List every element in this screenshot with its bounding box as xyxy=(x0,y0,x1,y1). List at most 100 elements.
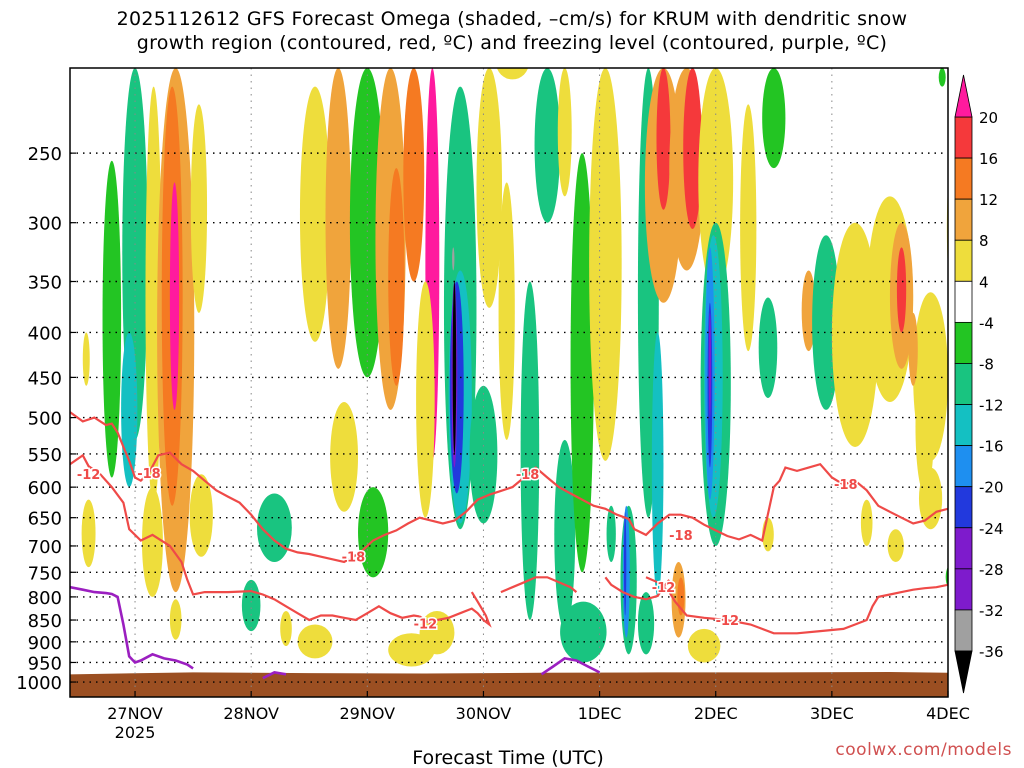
y-tick-label: 1000 xyxy=(16,673,62,694)
omega-cell xyxy=(589,68,622,461)
omega-cell xyxy=(683,68,702,230)
omega-cell xyxy=(708,312,712,418)
colorbar: 20 16 12 8 4 -4 -8 -12 -16 -20 -24 -28 -32 -36 xyxy=(954,74,1004,694)
x-tick-label: 30NOV xyxy=(456,704,512,723)
colorbar-box xyxy=(954,363,973,405)
colorbar-label: -32 xyxy=(979,602,1004,620)
isotherm-label: -12 xyxy=(652,581,676,596)
omega-cell xyxy=(403,68,425,282)
y-tick-label: 500 xyxy=(28,409,62,430)
omega-cell xyxy=(256,493,292,562)
colorbar-label: 4 xyxy=(979,273,989,291)
omega-cell xyxy=(762,68,786,169)
terrain-layer xyxy=(70,671,948,697)
y-tick-label: 800 xyxy=(28,588,62,609)
isotherm-label: -18 xyxy=(137,467,161,482)
omega-cell xyxy=(498,182,515,440)
y-tick-label: 850 xyxy=(28,611,62,632)
colorbar-bottom-arrow xyxy=(954,650,973,694)
omega-cell xyxy=(698,68,734,293)
colorbar-label: -8 xyxy=(979,355,994,373)
colorbar-box xyxy=(954,445,973,488)
omega-cell xyxy=(520,281,540,621)
colorbar-label: -4 xyxy=(979,314,994,332)
isotherm-line xyxy=(418,591,492,628)
isotherm-contours-layer: -12 -12 -18 -18 -18 -18 -18 -12 -12 xyxy=(70,411,948,680)
freezing-level-line xyxy=(70,585,194,670)
omega-cell xyxy=(81,499,96,568)
omega-cell xyxy=(452,281,457,454)
colorbar-box xyxy=(954,239,973,282)
y-tick-label: 300 xyxy=(28,214,62,235)
chart-title-line2: growth region (contoured, red, ºC) and f… xyxy=(136,32,888,54)
omega-cell xyxy=(142,487,163,597)
omega-cell xyxy=(918,467,943,530)
colorbar-box xyxy=(954,568,973,611)
omega-cell xyxy=(169,599,182,640)
y-tick-label: 950 xyxy=(28,653,62,674)
y-tick-label: 450 xyxy=(28,368,62,389)
freezing-level-line xyxy=(262,671,287,680)
colorbar-box xyxy=(954,280,973,323)
isotherm-label: -18 xyxy=(834,478,858,493)
colorbar-label: 12 xyxy=(979,191,998,209)
omega-cell xyxy=(656,68,671,210)
isotherm-label: -12 xyxy=(716,614,740,629)
colorbar-box xyxy=(954,157,973,200)
y-tick-label: 750 xyxy=(28,563,62,584)
colorbar-box xyxy=(954,609,973,652)
omega-cell xyxy=(388,168,405,386)
omega-cell xyxy=(554,439,576,629)
omega-cell xyxy=(560,601,607,663)
isotherm-label: -18 xyxy=(342,551,366,566)
terrain-surface xyxy=(70,671,948,697)
omega-cell xyxy=(349,68,385,378)
colorbar-label: 8 xyxy=(979,232,989,250)
x-tick-label: 27NOV xyxy=(107,704,163,723)
credit-text: coolwx.com/models xyxy=(835,740,1012,760)
omega-cell xyxy=(358,487,389,578)
isotherm-line xyxy=(604,576,671,601)
colorbar-label: -28 xyxy=(979,561,1004,579)
omega-cell xyxy=(469,385,498,524)
omega-cell xyxy=(831,222,879,447)
isotherm-label: -12 xyxy=(77,468,101,483)
colorbar-box xyxy=(954,116,973,159)
omega-cell xyxy=(416,281,435,518)
omega-cell xyxy=(801,270,816,352)
isotherm-label: -18 xyxy=(516,468,540,483)
omega-cell xyxy=(637,592,655,655)
y-tick-label: 550 xyxy=(28,445,62,466)
omega-cell xyxy=(758,297,778,399)
omega-cell xyxy=(241,579,261,632)
x-axis-label: Forecast Time (UTC) xyxy=(412,747,603,768)
omega-cell xyxy=(299,86,331,342)
omega-cell xyxy=(606,505,616,562)
omega-cell xyxy=(190,104,208,313)
x-tick-label: 1DEC xyxy=(578,704,622,723)
isotherm-label: -18 xyxy=(669,529,693,544)
colorbar-label: -20 xyxy=(979,479,1004,497)
colorbar-label: -16 xyxy=(979,438,1004,456)
y-tick-label: 650 xyxy=(28,509,62,530)
colorbar-top-arrow xyxy=(954,74,973,118)
colorbar-box xyxy=(954,404,973,447)
omega-cell xyxy=(908,312,918,386)
omega-cell xyxy=(915,360,935,494)
freezing-level-line xyxy=(540,657,601,676)
omega-cell xyxy=(687,628,721,663)
x-tick-label: 29NOV xyxy=(340,704,396,723)
omega-cell xyxy=(297,624,333,659)
y-tick-label: 350 xyxy=(28,273,62,294)
omega-cell xyxy=(145,86,162,506)
colorbar-box xyxy=(954,321,973,364)
omega-cell xyxy=(102,160,122,478)
colorbar-label: -36 xyxy=(979,643,1004,661)
isotherm-line xyxy=(70,453,420,622)
y-tick-label: 700 xyxy=(28,537,62,558)
omega-cell xyxy=(860,499,873,546)
colorbar-label: 20 xyxy=(979,109,998,127)
omega-cell xyxy=(452,247,455,271)
omega-cell xyxy=(82,332,90,386)
